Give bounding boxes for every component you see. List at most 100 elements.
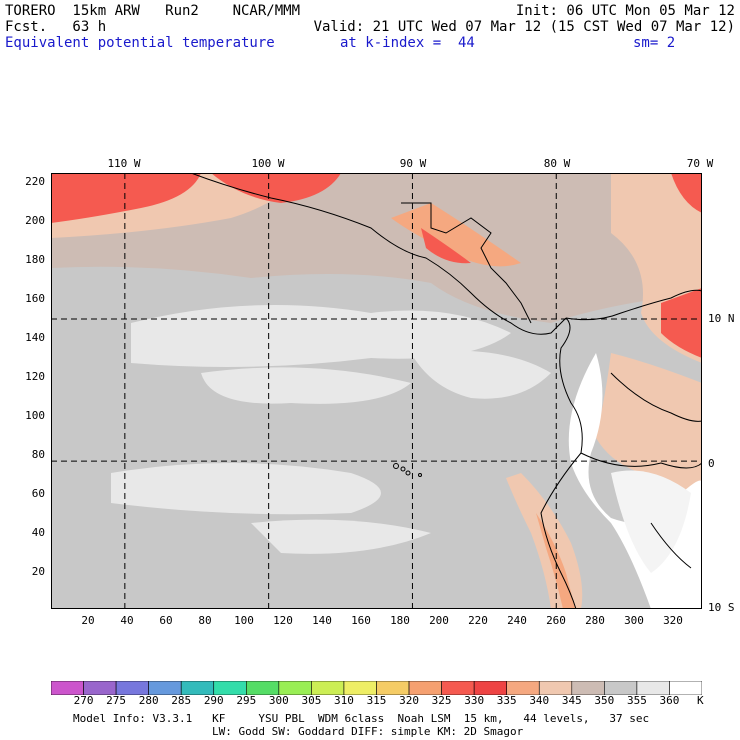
- init-time: Init: 06 UTC Mon 05 Mar 12: [515, 3, 735, 19]
- color-scale-swatch: [538, 681, 573, 695]
- light-band-5: [251, 519, 431, 554]
- map-frame: [51, 173, 702, 609]
- color-scale-swatch: [278, 681, 312, 695]
- theta-e-map: [51, 173, 702, 609]
- x-tick-label: 240: [507, 614, 527, 627]
- color-scale-label: 280: [138, 694, 159, 707]
- x-tick-label: 20: [81, 614, 95, 627]
- galapagos-island: [418, 473, 422, 477]
- color-scale-swatch: [148, 681, 182, 695]
- y-tick-label: 180: [25, 253, 45, 266]
- physics-info: LW: Godd SW: Goddard DIFF: simple KM: 2D…: [212, 725, 524, 738]
- grid-lines: [51, 173, 702, 609]
- lon-label-70w: 70 W: [686, 157, 714, 170]
- warm-region-east: [596, 353, 702, 503]
- x-tick-label: 120: [273, 614, 293, 627]
- border-bolivia: [650, 522, 692, 569]
- forecast-hour: Fcst. 63 h: [5, 19, 107, 35]
- color-scale-label: 325: [431, 694, 452, 707]
- lat-label-10n: 10 N: [708, 312, 735, 325]
- color-scale-swatch: [408, 681, 442, 695]
- color-scale-label: 305: [301, 694, 322, 707]
- x-tick-label: 180: [390, 614, 410, 627]
- x-tick-label: 260: [546, 614, 566, 627]
- x-tick-label: 80: [198, 614, 212, 627]
- light-band-1: [131, 305, 511, 367]
- hot-patch-central-america: [421, 228, 471, 264]
- hot-patch-northwest: [51, 173, 201, 223]
- color-scale-label: 350: [594, 694, 615, 707]
- color-scale-label: 285: [171, 694, 192, 707]
- color-scale-swatch: [571, 681, 605, 695]
- x-tick-label: 140: [312, 614, 332, 627]
- x-tick-label: 200: [429, 614, 449, 627]
- coastline-south-america: [540, 317, 583, 609]
- lon-label-110w: 110 W: [107, 157, 141, 170]
- color-scale-swatch: [376, 681, 410, 695]
- galapagos-island: [405, 470, 411, 476]
- color-scale-swatch: [604, 681, 638, 695]
- lon-label-100w: 100 W: [251, 157, 285, 170]
- y-tick-label: 140: [25, 331, 45, 344]
- color-scale-swatch: [115, 681, 149, 695]
- color-scale-label: 360: [659, 694, 680, 707]
- y-tick-label: 40: [31, 526, 45, 539]
- color-scale-swatch: [180, 681, 215, 695]
- unit-label: K: [697, 694, 704, 707]
- border-lines: [401, 202, 532, 324]
- color-scale-label: 335: [496, 694, 517, 707]
- y-tick-label: 120: [25, 370, 45, 383]
- y-tick-label: 160: [25, 292, 45, 305]
- color-scale-swatch: [246, 681, 280, 695]
- x-tick-label: 220: [468, 614, 488, 627]
- color-scale-swatch: [51, 681, 84, 695]
- valid-time: Valid: 21 UTC Wed 07 Mar 12 (15 CST Wed …: [313, 19, 735, 35]
- color-scale-swatch: [506, 681, 540, 695]
- x-tick-label: 40: [120, 614, 134, 627]
- y-tick-label: 100: [25, 409, 45, 422]
- model-info: Model Info: V3.3.1 KF YSU PBL WDM 6class…: [73, 712, 650, 725]
- color-scale-label: 295: [236, 694, 257, 707]
- lat-label-0: 0: [708, 457, 715, 470]
- level-label: at k-index = 44: [340, 35, 475, 51]
- border-colombia: [610, 372, 702, 422]
- color-scale-label: 330: [464, 694, 485, 707]
- light-band-2: [201, 367, 411, 404]
- coastline-central-america: [190, 173, 567, 335]
- galapagos-island: [393, 463, 399, 469]
- white-region-interior: [611, 470, 691, 573]
- color-scale-swatch: [311, 681, 345, 695]
- color-scale-label: 310: [334, 694, 354, 707]
- hot-strip-peru-coast: [536, 513, 576, 609]
- color-scale-swatch: [441, 681, 475, 695]
- y-tick-label: 220: [25, 175, 45, 188]
- color-scale-label: 300: [268, 694, 289, 707]
- x-tick-label: 60: [159, 614, 173, 627]
- smoothing-label: sm= 2: [633, 35, 676, 51]
- x-tick-label: 160: [351, 614, 371, 627]
- lon-label-90w: 90 W: [399, 157, 427, 170]
- hot-patch-venezuela: [661, 288, 702, 358]
- color-scale-label: 340: [529, 694, 550, 707]
- lat-label-10s: 10 S: [708, 601, 735, 614]
- color-scale-swatch: [343, 681, 377, 695]
- color-scale-bar: [51, 681, 702, 695]
- x-tick-label: 320: [663, 614, 683, 627]
- color-scale-swatch: [83, 681, 117, 695]
- color-scale-swatch: [213, 681, 247, 695]
- x-tick-label: 280: [585, 614, 605, 627]
- run-title: TORERO 15km ARW Run2 NCAR/MMM: [5, 3, 301, 19]
- color-scale-swatch: [636, 681, 670, 695]
- x-tick-label: 300: [624, 614, 644, 627]
- y-tick-label: 80: [31, 448, 45, 461]
- color-scale-label: 345: [561, 694, 582, 707]
- color-scale-label: 320: [399, 694, 419, 707]
- light-band-4: [111, 463, 381, 515]
- light-band-3: [411, 350, 551, 399]
- y-tick-label: 20: [31, 565, 45, 578]
- hot-patch-northeast-corner: [671, 173, 702, 213]
- y-tick-label: 200: [25, 214, 45, 227]
- y-tick-label: 60: [31, 487, 45, 500]
- x-tick-label: 100: [234, 614, 254, 627]
- hot-patch-north: [211, 173, 341, 203]
